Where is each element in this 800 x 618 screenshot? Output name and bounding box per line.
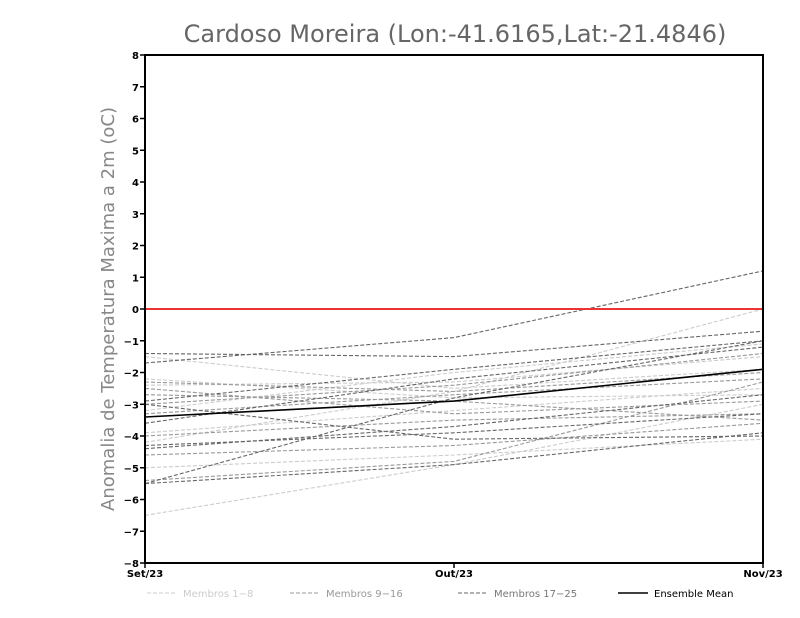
y-tick-label: 5 xyxy=(132,146,139,157)
y-tick-label: 3 xyxy=(132,210,139,221)
y-tick-label: −2 xyxy=(124,369,139,380)
series-line-membro-4 xyxy=(144,387,764,434)
series-line-membro-15 xyxy=(144,381,764,482)
chart-title: Cardoso Moreira (Lon:-41.6165,Lat:-21.48… xyxy=(184,20,727,48)
y-tick-label: 7 xyxy=(132,83,139,94)
legend: Membros 1−8 Membros 9−16 Membros 17−25 Ense… xyxy=(147,589,733,600)
series-line-membro-1 xyxy=(144,403,764,516)
y-tick-label: −7 xyxy=(124,527,139,538)
legend-label: Membros 17−25 xyxy=(494,589,577,600)
series-line-membro-25 xyxy=(144,394,764,450)
y-tick-label: −6 xyxy=(124,496,139,507)
series-line-membro-10 xyxy=(144,413,764,437)
x-axis-ticks: Set/23 Out/23 Nov/23 xyxy=(127,563,783,580)
legend-label: Membros 9−16 xyxy=(326,589,403,600)
y-tick-label: 2 xyxy=(132,242,139,253)
series-line-membro-13 xyxy=(144,371,764,393)
y-tick-label: −5 xyxy=(124,464,139,475)
y-tick-label: −1 xyxy=(124,337,139,348)
series-line-membro-24 xyxy=(144,346,764,424)
x-tick-label: Out/23 xyxy=(435,569,473,580)
series-line-ensemble-mean xyxy=(144,368,764,418)
series-line-membro-22 xyxy=(144,403,764,440)
series-line-membro-3 xyxy=(144,308,764,443)
y-tick-label: 0 xyxy=(132,305,139,316)
series-line-membro-17 xyxy=(144,340,764,485)
series-line-membro-23 xyxy=(144,413,764,447)
y-tick-label: −8 xyxy=(124,559,139,570)
series-line-membro-20 xyxy=(144,330,764,358)
series-line-membro-9 xyxy=(144,422,764,456)
y-tick-label: 8 xyxy=(132,51,139,62)
series-line-membro-14 xyxy=(144,352,764,405)
series-line-membro-19 xyxy=(144,270,764,364)
y-axis-label: Anomalia de Temperatura Maxima a 2m (oC) xyxy=(98,107,119,511)
y-tick-label: −3 xyxy=(124,400,139,411)
x-tick-label: Set/23 xyxy=(127,569,163,580)
series-line-membro-11 xyxy=(144,378,764,415)
series-line-membro-18 xyxy=(144,432,764,485)
x-tick-label: Nov/23 xyxy=(743,569,782,580)
y-axis-ticks: 8 7 6 5 4 3 2 1 0 −1 −2 −3 −4 −5 −6 −7 −8 xyxy=(124,51,145,570)
y-tick-label: −4 xyxy=(124,432,139,443)
series-layer xyxy=(144,270,764,516)
y-tick-label: 1 xyxy=(132,273,139,284)
series-line-membro-2 xyxy=(144,438,764,469)
legend-label: Ensemble Mean xyxy=(654,589,733,600)
y-tick-label: 6 xyxy=(132,115,139,126)
series-line-membro-21 xyxy=(144,340,764,402)
series-line-membro-5 xyxy=(144,356,764,386)
y-tick-label: 4 xyxy=(132,178,139,189)
legend-label: Membros 1−8 xyxy=(183,589,253,600)
series-line-membro-7 xyxy=(144,356,764,389)
